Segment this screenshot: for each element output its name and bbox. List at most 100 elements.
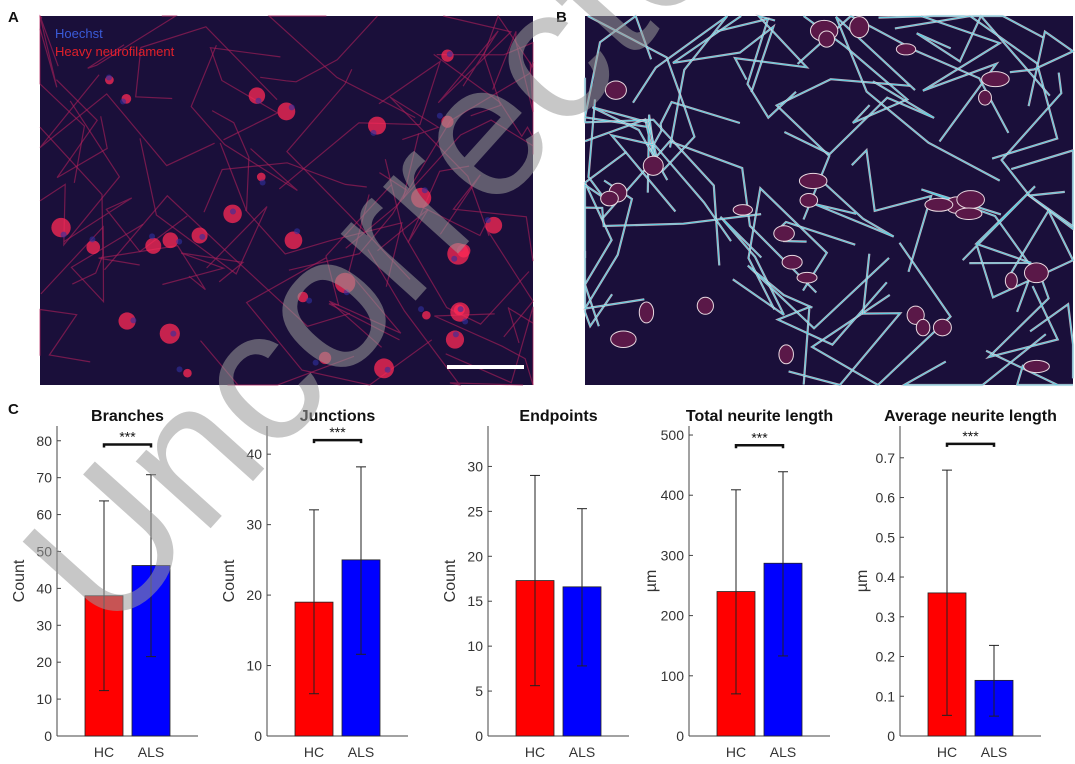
neurite xyxy=(507,307,534,344)
neurite-skeleton xyxy=(584,15,652,128)
y-axis-label: Count xyxy=(11,559,28,602)
nucleus xyxy=(105,74,112,81)
nucleus xyxy=(130,317,137,324)
neurite xyxy=(200,340,355,386)
soma xyxy=(422,310,431,320)
y-tick-label: 30 xyxy=(246,517,262,533)
neurite xyxy=(384,159,530,325)
neurite xyxy=(104,194,351,327)
y-tick-label: 0 xyxy=(254,728,262,744)
neurite xyxy=(39,15,59,88)
soma xyxy=(445,330,465,349)
soma xyxy=(159,323,180,344)
y-tick-label: 0.6 xyxy=(876,490,896,506)
neurite xyxy=(436,41,534,155)
x-tick-label: HC xyxy=(304,744,324,760)
significance-bracket xyxy=(945,442,996,447)
y-tick-label: 30 xyxy=(467,458,483,474)
significance-bracket xyxy=(102,443,153,448)
neurite-skeleton xyxy=(776,282,888,385)
y-tick-label: 0 xyxy=(44,728,52,744)
nucleus xyxy=(462,318,469,325)
neurite-skeleton xyxy=(720,216,785,316)
neurite xyxy=(139,138,268,275)
soma-outline xyxy=(956,190,985,210)
nucleus xyxy=(199,233,206,240)
soma-outline xyxy=(796,271,818,284)
soma-outline xyxy=(849,16,870,39)
y-tick-label: 10 xyxy=(246,658,262,674)
neurite-skeleton xyxy=(985,350,1073,386)
soma-outline xyxy=(1004,272,1018,290)
soma xyxy=(191,227,208,244)
neurite xyxy=(39,308,91,363)
neurite xyxy=(422,206,534,338)
soma-outline xyxy=(895,43,917,56)
chart-title: Total neurite length xyxy=(686,408,833,425)
y-axis-label: Count xyxy=(442,559,459,602)
y-tick-label: 0.2 xyxy=(876,649,896,665)
neurite-skeleton xyxy=(587,15,695,172)
y-tick-label: 15 xyxy=(467,593,483,609)
legend-hoechst: Hoechst xyxy=(55,26,103,41)
nucleus xyxy=(259,179,266,186)
y-tick-label: 20 xyxy=(36,654,52,670)
neurite xyxy=(345,119,534,249)
soma xyxy=(334,272,356,294)
soma-outline xyxy=(638,301,655,324)
soma-outline xyxy=(924,197,954,212)
neurite xyxy=(445,306,534,385)
y-tick-label: 30 xyxy=(36,617,52,633)
x-tick-label: ALS xyxy=(138,744,164,760)
y-tick-label: 10 xyxy=(36,691,52,707)
neurite-skeleton xyxy=(747,257,890,329)
significance-label: *** xyxy=(962,428,979,444)
scale-bar xyxy=(447,365,524,369)
y-tick-label: 0 xyxy=(475,728,483,744)
x-tick-label: HC xyxy=(726,744,746,760)
neurite-skeleton xyxy=(584,251,613,327)
neurite-skeleton xyxy=(962,186,1036,264)
nucleus xyxy=(446,51,453,58)
chart-title: Average neurite length xyxy=(884,408,1057,425)
neurite-skeleton xyxy=(878,15,1045,39)
soma-outline xyxy=(778,344,794,365)
neurite xyxy=(209,46,281,141)
soma-outline xyxy=(798,172,828,190)
y-tick-label: 400 xyxy=(661,487,685,503)
neurite-skeleton xyxy=(584,207,762,227)
y-tick-label: 50 xyxy=(36,543,52,559)
neurite xyxy=(98,245,206,291)
y-tick-label: 80 xyxy=(36,433,52,449)
soma-outline xyxy=(781,254,803,270)
y-tick-label: 70 xyxy=(36,470,52,486)
neurite xyxy=(135,26,278,101)
chart-branches: Branches Count 0 10 20 30 40 50 60 70 80 HC ALS *** xyxy=(11,408,198,760)
nucleus xyxy=(170,330,177,337)
neurite-skeleton xyxy=(851,149,932,272)
chart-total-neurite-length: Total neurite length µm 0 100 200 300 400 500 HC… xyxy=(643,408,833,760)
soma xyxy=(118,312,136,330)
panel-label-b: B xyxy=(556,9,567,26)
micrograph-segmentation xyxy=(582,13,1075,387)
neurite-skeleton xyxy=(916,15,1051,96)
neurite xyxy=(286,68,411,280)
neurite xyxy=(267,15,416,119)
soma-outline xyxy=(915,318,931,337)
nucleus xyxy=(418,306,425,313)
neurite-skeleton xyxy=(584,77,720,266)
y-tick-label: 5 xyxy=(475,683,483,699)
legend-neurofilament: Heavy neurofilament xyxy=(55,44,175,59)
significance-label: *** xyxy=(119,428,136,444)
neurite xyxy=(439,174,534,262)
x-tick-label: HC xyxy=(94,744,114,760)
chart-title: Junctions xyxy=(300,408,376,425)
x-tick-label: HC xyxy=(525,744,545,760)
soma xyxy=(441,115,454,128)
nucleus xyxy=(120,98,127,105)
nucleus xyxy=(436,112,443,119)
x-tick-label: ALS xyxy=(348,744,374,760)
soma-outline xyxy=(604,80,627,100)
